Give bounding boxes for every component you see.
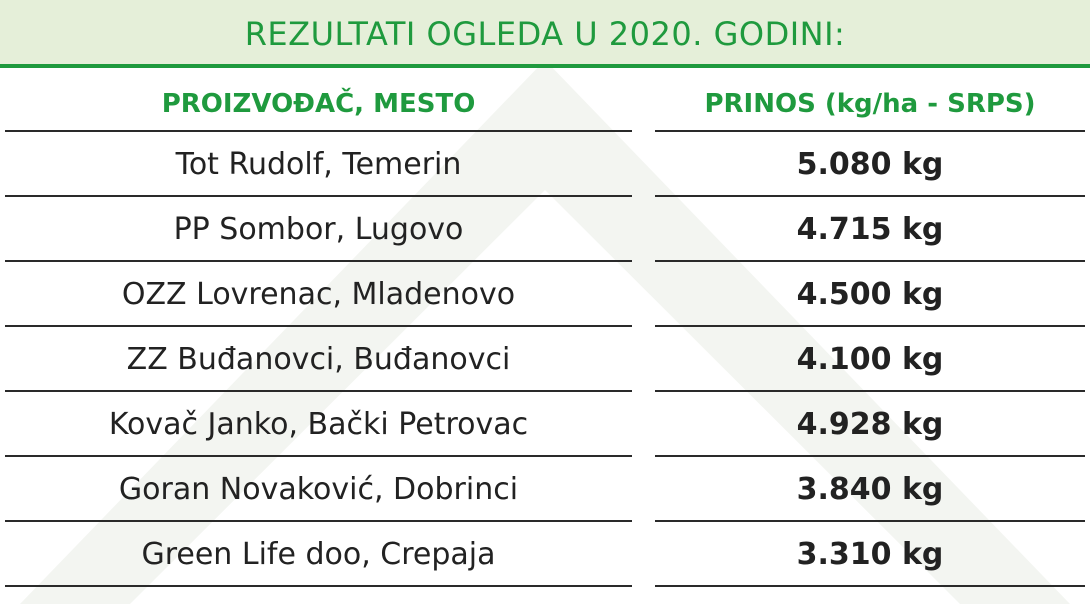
- producer-cell: Kovač Janko, Bački Petrovac: [108, 407, 529, 442]
- producer-cell: OZZ Lovrenac, Mladenovo: [121, 277, 516, 312]
- yield-cell: 4.500 kg: [796, 277, 944, 312]
- row-rule: [5, 325, 632, 327]
- row-rule: [5, 260, 632, 262]
- row-rule: [5, 195, 632, 197]
- row-rule: [655, 325, 1085, 327]
- row-rule: [655, 195, 1085, 197]
- header-rule: [655, 130, 1085, 132]
- producer-cell: Green Life doo, Crepaja: [141, 537, 496, 572]
- yield-cell: 4.100 kg: [796, 342, 944, 377]
- row-rule: [655, 585, 1085, 587]
- column-header: PROIZVOĐAČ, MESTO: [161, 89, 476, 119]
- chevron-shape: [20, 60, 1070, 604]
- row-rule: [5, 455, 632, 457]
- header-rule: [5, 130, 632, 132]
- row-rule: [5, 585, 632, 587]
- row-rule: [655, 455, 1085, 457]
- row-rule: [655, 520, 1085, 522]
- producer-cell: PP Sombor, Lugovo: [173, 212, 464, 247]
- title-rule: [0, 64, 1090, 68]
- producer-cell: Goran Novaković, Dobrinci: [118, 472, 519, 507]
- title: REZULTATI OGLEDA U 2020. GODINI:: [244, 15, 846, 53]
- title-band: [0, 0, 1090, 64]
- yield-cell: 4.715 kg: [796, 212, 944, 247]
- yield-cell: 4.928 kg: [796, 407, 944, 442]
- yield-cell: 3.840 kg: [796, 472, 944, 507]
- row-rule: [655, 390, 1085, 392]
- yield-cell: 5.080 kg: [796, 147, 944, 182]
- column-header: PRINOS (kg/ha - SRPS): [704, 89, 1036, 119]
- producer-cell: Tot Rudolf, Temerin: [175, 147, 462, 182]
- row-rule: [5, 520, 632, 522]
- yield-cell: 3.310 kg: [796, 537, 944, 572]
- producer-cell: ZZ Buđanovci, Buđanovci: [126, 342, 511, 377]
- row-rule: [655, 260, 1085, 262]
- row-rule: [5, 390, 632, 392]
